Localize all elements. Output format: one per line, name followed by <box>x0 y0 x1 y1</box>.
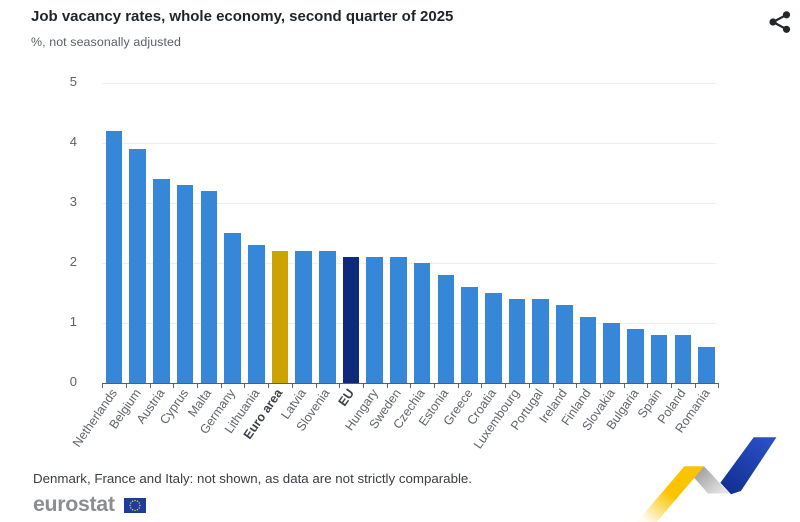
eu-flag-icon <box>124 498 147 513</box>
bar-croatia[interactable] <box>484 293 502 383</box>
bar-estonia[interactable] <box>437 275 455 383</box>
bar-spain[interactable] <box>650 335 668 383</box>
bar-luxembourg[interactable] <box>508 299 526 383</box>
x-axis-tick <box>434 384 435 388</box>
y-axis-label-5: 5 <box>69 74 77 89</box>
y-axis-label-2: 2 <box>69 254 77 269</box>
x-axis-label-eu: EU <box>335 385 357 409</box>
x-axis-tick <box>102 384 104 388</box>
gridline-1 <box>102 323 717 324</box>
bar-latvia[interactable] <box>295 251 312 383</box>
gridline-2 <box>102 263 717 264</box>
x-axis-tick <box>149 384 151 388</box>
bar-cyprus[interactable] <box>176 185 194 383</box>
x-axis-tick <box>362 384 364 388</box>
y-axis-label-4: 4 <box>69 134 77 149</box>
x-axis-tick <box>339 384 341 388</box>
share-icon <box>769 11 791 33</box>
x-axis-tick <box>528 384 530 388</box>
y-axis-label-3: 3 <box>69 194 77 209</box>
x-axis-tick <box>197 384 198 388</box>
x-axis-tick <box>599 384 601 388</box>
bar-lithuania[interactable] <box>247 245 265 383</box>
footnote: Denmark, France and Italy: not shown, as… <box>33 471 473 486</box>
bar-eu[interactable] <box>342 257 360 383</box>
x-axis-tick <box>125 384 127 388</box>
x-axis-tick <box>505 384 507 388</box>
x-axis-tick <box>386 384 388 388</box>
gridline-3 <box>102 203 717 204</box>
y-axis-label-1: 1 <box>69 314 77 329</box>
bar-germany[interactable] <box>224 233 241 383</box>
bar-euro-area[interactable] <box>271 251 289 383</box>
x-axis-tick <box>671 384 672 388</box>
x-axis-tick <box>576 384 578 388</box>
bar-hungary[interactable] <box>366 257 384 383</box>
chart-subtitle: %, not seasonally adjusted <box>31 35 182 49</box>
bar-netherlands[interactable] <box>105 131 123 383</box>
gridline-5 <box>102 83 717 84</box>
x-axis-tick <box>244 384 246 388</box>
x-axis-tick <box>552 384 554 388</box>
bar-greece[interactable] <box>461 287 478 383</box>
bar-sweden[interactable] <box>390 257 407 383</box>
bar-slovenia[interactable] <box>319 251 336 383</box>
bar-poland[interactable] <box>674 335 692 383</box>
x-axis-tick <box>481 384 483 388</box>
x-axis-tick <box>268 384 270 388</box>
x-axis-tick <box>315 384 317 388</box>
y-axis-label-0: 0 <box>69 374 77 389</box>
x-axis-tick <box>291 384 293 388</box>
bar-ireland[interactable] <box>556 305 573 383</box>
eurostat-ribbon-decoration <box>636 437 777 522</box>
share-button[interactable] <box>766 8 794 36</box>
x-axis-tick <box>457 384 459 388</box>
x-axis-tick <box>694 384 696 388</box>
bar-chart-plot: 0 1 2 3 4 5 Netherlands Belgium Austria Cyprus Mal… <box>69 74 720 451</box>
chart-title: Job vacancy rates, whole economy, second… <box>31 8 454 25</box>
bar-belgium[interactable] <box>129 149 147 383</box>
bar-czechia[interactable] <box>413 263 431 383</box>
x-axis-tick <box>410 384 412 388</box>
bar-portugal[interactable] <box>532 299 549 383</box>
x-axis-tick <box>647 384 649 388</box>
bar-malta[interactable] <box>200 191 218 383</box>
x-axis-tick <box>220 384 222 388</box>
bar-romania[interactable] <box>698 347 715 383</box>
bar-bulgaria[interactable] <box>627 329 644 383</box>
x-axis-tick <box>623 384 625 388</box>
x-axis-tick <box>173 384 175 388</box>
bar-slovakia[interactable] <box>603 323 621 383</box>
eurostat-logo-text: eurostat <box>33 492 115 516</box>
x-axis-tick <box>718 384 720 388</box>
bar-finland[interactable] <box>579 317 597 383</box>
bar-austria[interactable] <box>153 179 170 383</box>
x-axis-line <box>102 383 720 384</box>
gridline-4 <box>102 143 717 144</box>
eurostat-logo: eurostat <box>33 492 147 520</box>
